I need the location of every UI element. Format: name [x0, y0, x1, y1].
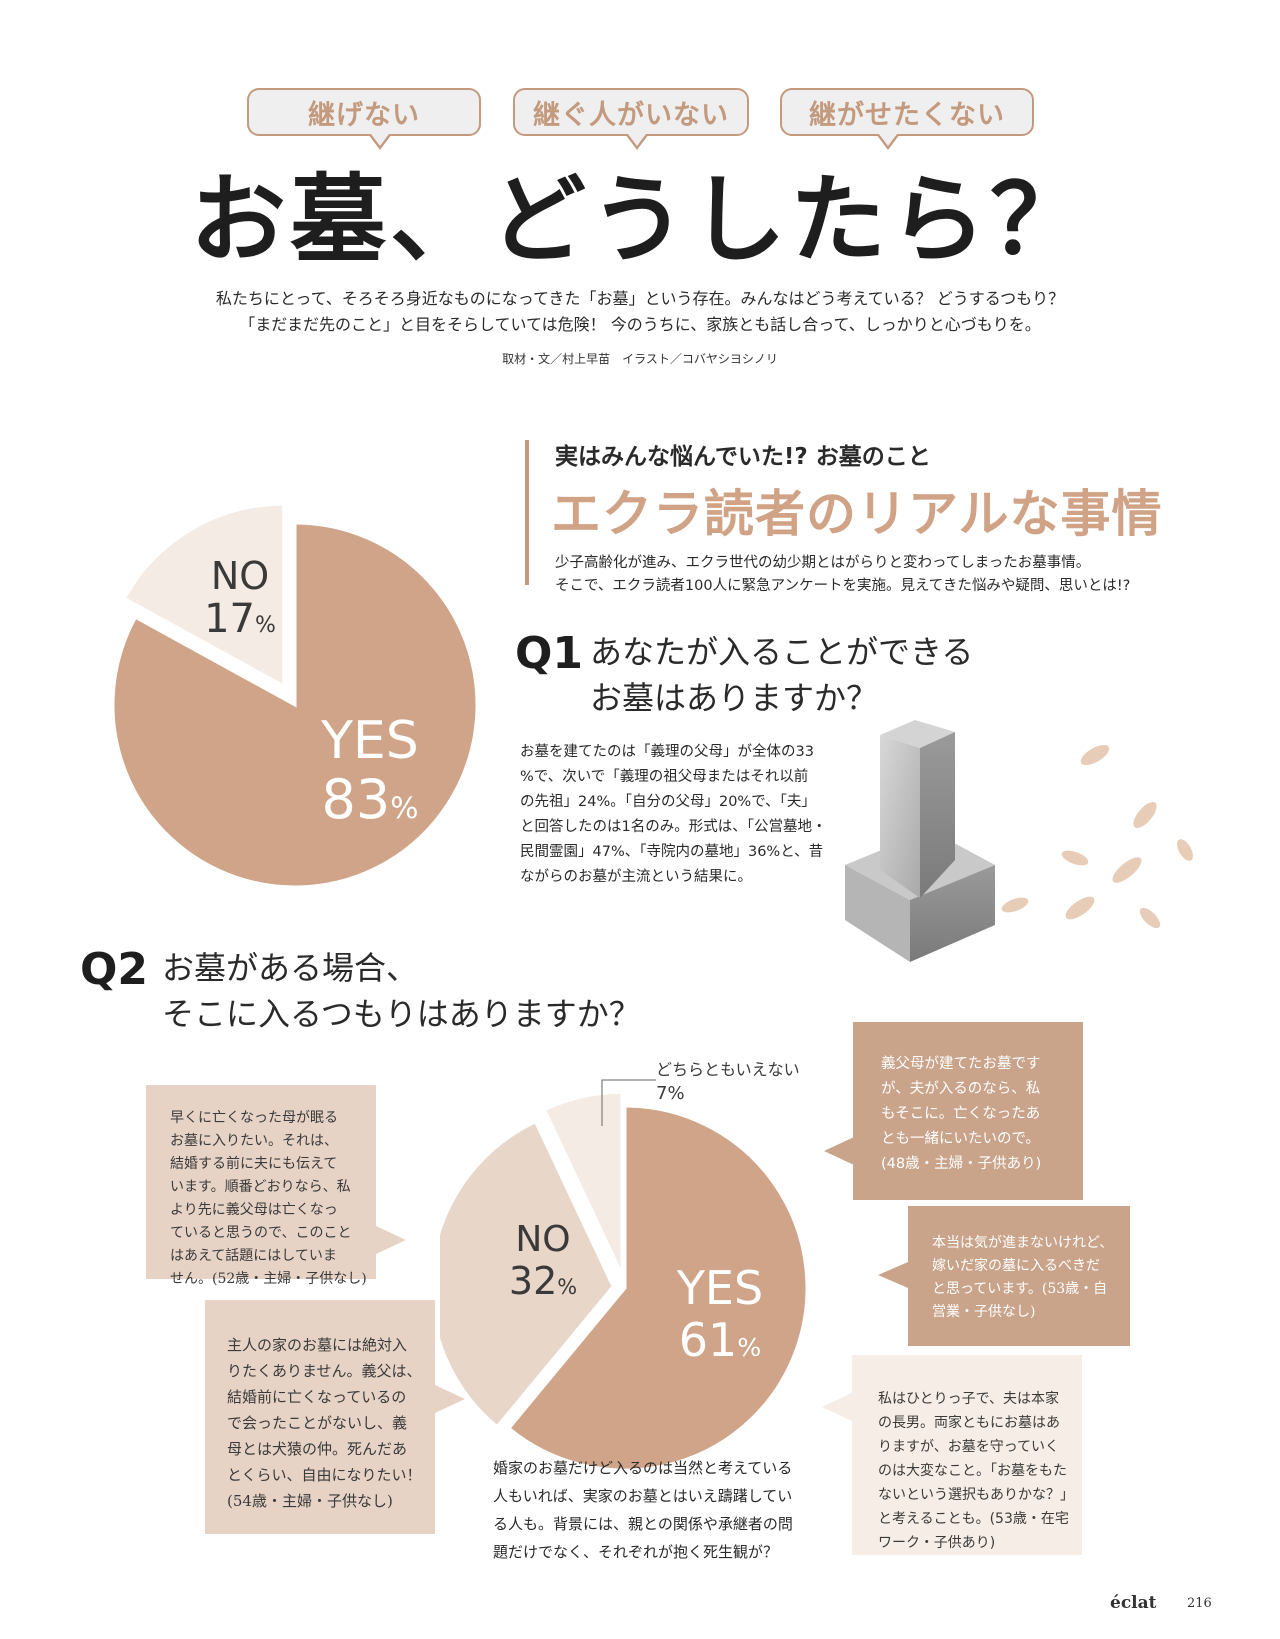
lead-line-1: 私たちにとって、そろそろ身近なものになってきた「お墓」という存在。みんなはどう考… [215, 289, 1065, 308]
quote-pointer-left-top [376, 1226, 406, 1254]
q2-yes-value: 61 [678, 1313, 738, 1367]
q2-neutral-label: どちらともいえない 7% [656, 1060, 800, 1104]
q1-no-value: 17 [204, 596, 255, 642]
q1-slice-no [122, 502, 286, 689]
q2-pie-chart [440, 1090, 809, 1472]
page-title: お墓、どうしたら？ [190, 164, 1090, 276]
quote-box-right-top: 義父母が建てたお墓です が、夫が入るのなら、私 もそこに。亡くなったあ とも一緒にいた… [853, 1022, 1083, 1200]
q2-no-label: NO 32% [508, 1219, 578, 1303]
magazine-brand: éclat [1110, 1593, 1157, 1613]
quote-pointer-left-bottom [435, 1385, 465, 1413]
quote-pointer-right-bottom [822, 1393, 852, 1421]
q2-neutral-value: 7 [656, 1083, 668, 1104]
tombstone-illustration [845, 720, 1193, 962]
credit: 取材・文／村上早苗 イラスト／コバヤシヨシノリ [502, 352, 778, 366]
quote-box-left-bottom: 主人の家のお墓には絶対入 りたくありません。義父は、 結婚前に亡くなっているの で会っ… [205, 1300, 435, 1534]
q1-number: Q1 [515, 628, 584, 679]
q2-slice-no [440, 1119, 615, 1429]
q2-question-line-2: そこに入るつもりはありますか？ [162, 995, 641, 1033]
quote-box-left-top: 早くに亡くなった母が眠る お墓に入りたい。それは、 結婚する前に夫にも伝えて います。… [146, 1085, 376, 1287]
section-desc-1: 少子高齢化が進み、エクラ世代の幼少期とはがらりと変わってしまったお墓事情。 [555, 555, 1091, 571]
q2-pie-slices [440, 1090, 809, 1472]
tag-bubble-3: 継がせたくない [780, 88, 1034, 136]
q1-pie-slices [111, 502, 479, 889]
section-desc-2: そこで、エクラ読者100人に緊急アンケートを実施。見えてきた悩みや疑問、思いとは… [555, 578, 1131, 594]
q2-body: 婚家のお墓だけど入るのは当然と考えている 人もいれば、実家のお墓とはいえ躊躇して… [493, 1459, 793, 1561]
tag-bubble-2: 継ぐ人がいない [513, 88, 749, 136]
q2-no-value: 32 [508, 1259, 558, 1303]
q1-slice-yes [111, 521, 479, 889]
tag-bubble-1: 継げない [247, 88, 481, 136]
q1-no-label: NO 17% [204, 554, 276, 642]
q1-question-line-1: あなたが入ることができる [590, 633, 974, 671]
q2-number: Q2 [80, 944, 149, 995]
q2-yes-label: YES 61% [676, 1261, 764, 1367]
quote-pointer-right-top [824, 1137, 854, 1165]
page-number: 216 [1187, 1596, 1212, 1611]
q2-question-line-1: お墓がある場合、 [162, 949, 419, 987]
q1-yes-value: 83 [321, 768, 391, 831]
quote-box-right-bottom: 私はひとりっ子で、夫は本家 の長男。両家ともにお墓はあ りますが、お墓を守っていくの… [852, 1355, 1082, 1555]
q2-slice-neutral [542, 1090, 624, 1275]
q2-leader-line [601, 1079, 656, 1126]
q1-body: お墓を建てたのは「義理の父母」が全体の33 %で、次いで「義理の祖父母またはそれ… [520, 744, 827, 885]
quote-pointer-right-middle [878, 1262, 908, 1288]
section-title: エクラ読者のリアルな事情 [551, 485, 1163, 543]
q1-yes-label: YES 83% [321, 711, 419, 831]
q1-question-line-2: お墓はありますか？ [590, 679, 879, 717]
q2-slice-yes [506, 1104, 809, 1472]
lead-line-2: 「まだまだ先のこと」と目をそらしていては危険！ 今のうちに、家族とも話し合って、… [239, 315, 1041, 334]
q1-pie-chart [111, 502, 479, 889]
falling-leaves [1001, 744, 1193, 929]
quote-box-right-middle: 本当は気が進まないけれど、 嫁いだ家の墓に入るべきだ と思っています。(53歳・自営… [908, 1206, 1130, 1346]
section-kicker: 実はみんな悩んでいた!? お墓のこと [555, 444, 931, 470]
section-bar [525, 440, 529, 585]
